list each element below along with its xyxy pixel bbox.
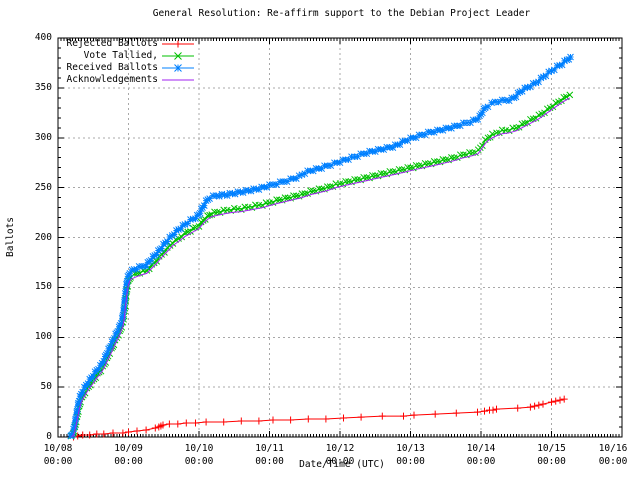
y-tick-label: 0	[46, 431, 52, 442]
series-received-ballots	[67, 53, 574, 440]
legend-label: Acknowledgements	[66, 74, 158, 85]
x-tick-label: 10/16 00:00	[598, 443, 628, 467]
plot-border	[57, 37, 623, 438]
y-tick-label: 150	[34, 281, 52, 293]
chart-title: General Resolution: Re-affirm support to…	[152, 8, 531, 19]
x-tick-label: 10/10 00:00	[184, 443, 214, 467]
legend-line-sample-acknowledgements	[162, 79, 194, 81]
x-tick-label: 10/14 00:00	[466, 443, 496, 467]
legend-line-sample-rejected-ballots	[162, 40, 194, 48]
x-tick-label: 10/08 00:00	[43, 443, 73, 467]
series-rejected-ballots	[70, 395, 568, 441]
legend-item-acknowledgements: Acknowledgements	[0, 74, 200, 86]
y-tick-label: 250	[34, 181, 52, 193]
y-tick-label: 300	[34, 131, 52, 143]
series-line	[73, 398, 565, 438]
x-tick-label: 10/12 00:00	[325, 443, 355, 467]
grid-lines	[58, 38, 622, 437]
y-tick-label: 50	[40, 381, 52, 393]
legend-label: Vote Tallied,	[83, 50, 158, 61]
minor-ticks	[58, 38, 622, 437]
legend-item-rejected-ballots: Rejected Ballots	[0, 38, 200, 50]
x-tick-label: 10/15 00:00	[537, 443, 566, 467]
x-tick-label: 10/09 00:00	[114, 443, 143, 467]
series-markers	[67, 53, 574, 440]
y-tick-label: 400	[34, 32, 52, 43]
legend-item-vote-tallied: Vote Tallied,	[0, 50, 200, 62]
x-axis-label: Date/Time (UTC)	[299, 459, 385, 470]
legend-line-sample-received-ballots	[162, 64, 194, 72]
series-acknowledgements	[71, 97, 571, 438]
y-tick-label: 350	[34, 81, 52, 93]
legend-item-received-ballots: Received Ballots	[0, 62, 200, 74]
y-tick-label: 200	[34, 231, 52, 243]
x-tick-label: 10/13 00:00	[396, 443, 425, 467]
series-markers	[70, 395, 568, 441]
legend-label: Rejected Ballots	[66, 38, 158, 49]
legend-label: Received Ballots	[66, 62, 158, 73]
series-line	[71, 97, 571, 438]
y-tick-label: 100	[34, 331, 52, 343]
series-line	[70, 56, 571, 438]
legend-line-sample-vote-tallied	[162, 52, 194, 60]
x-tick-label: 10/11 00:00	[255, 443, 284, 467]
